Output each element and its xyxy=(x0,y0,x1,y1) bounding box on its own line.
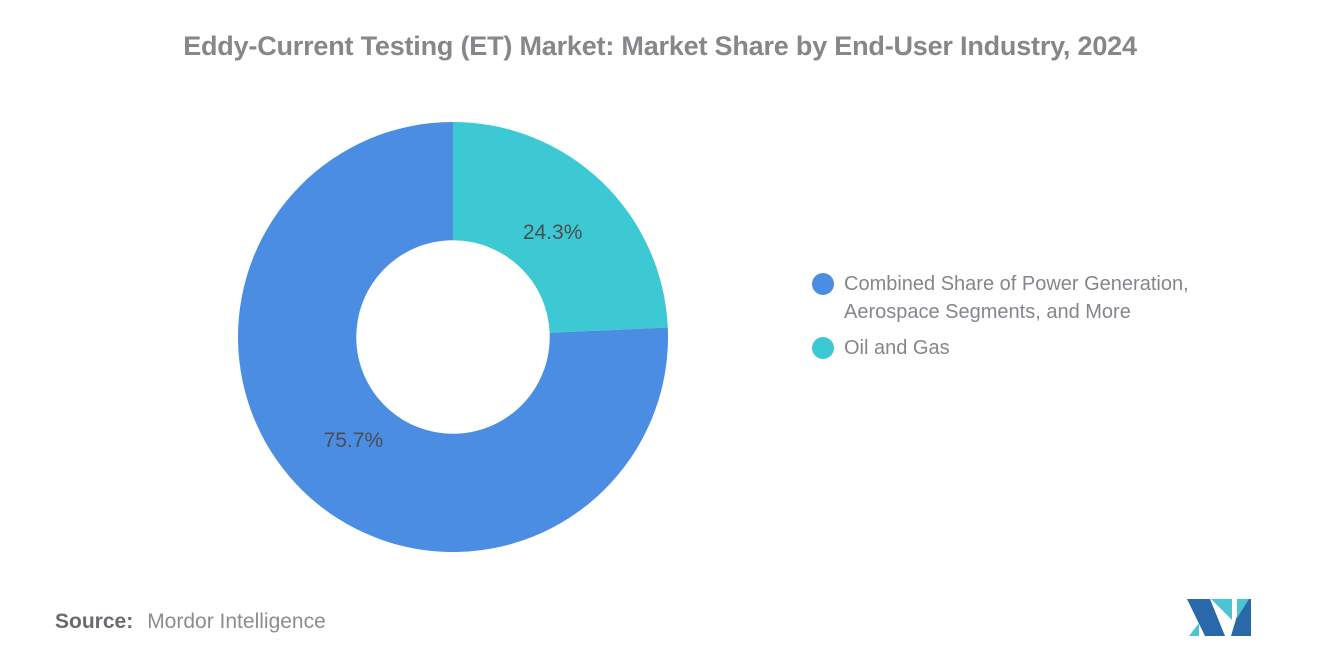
source-label: Source: xyxy=(55,610,134,633)
logo-shape-top-teal-triangle xyxy=(1211,599,1232,620)
legend: Combined Share of Power Generation, Aero… xyxy=(812,270,1252,362)
donut-slice-1[interactable] xyxy=(453,122,668,333)
logo-shape-left-diagonal xyxy=(1187,599,1225,636)
source-line: Source: Mordor Intelligence xyxy=(55,610,326,634)
logo-shape-bottom-teal-triangle xyxy=(1189,623,1199,636)
slice-percentage-label-0: 75.7% xyxy=(323,429,384,453)
mordor-intelligence-logo xyxy=(1187,599,1251,636)
source-text: Mordor Intelligence xyxy=(147,610,326,633)
donut-slice-0[interactable] xyxy=(237,122,668,552)
legend-label-line: Aerospace Segments, and More xyxy=(844,301,1131,323)
legend-item-oil-and-gas[interactable]: Oil and Gas xyxy=(812,334,1252,362)
chart-title: Eddy-Current Testing (ET) Market: Market… xyxy=(183,31,1137,61)
slice-percentage-label-1: 24.3% xyxy=(522,220,583,244)
legend-marker-blue xyxy=(812,273,834,295)
legend-item-combined-share[interactable]: Combined Share of Power Generation, Aero… xyxy=(812,270,1252,326)
legend-label: Oil and Gas xyxy=(844,334,950,362)
legend-label-line: Combined Share of Power Generation, xyxy=(844,273,1189,295)
legend-label-line: Oil and Gas xyxy=(844,337,950,359)
donut-chart-area: 24.3% 75.7% xyxy=(233,117,673,557)
legend-label: Combined Share of Power Generation, Aero… xyxy=(844,270,1189,326)
logo-shape-right-diagonal xyxy=(1231,599,1251,636)
legend-marker-teal xyxy=(812,337,834,359)
logo-shape-right-teal-triangle xyxy=(1237,599,1249,618)
donut-chart xyxy=(237,122,668,552)
